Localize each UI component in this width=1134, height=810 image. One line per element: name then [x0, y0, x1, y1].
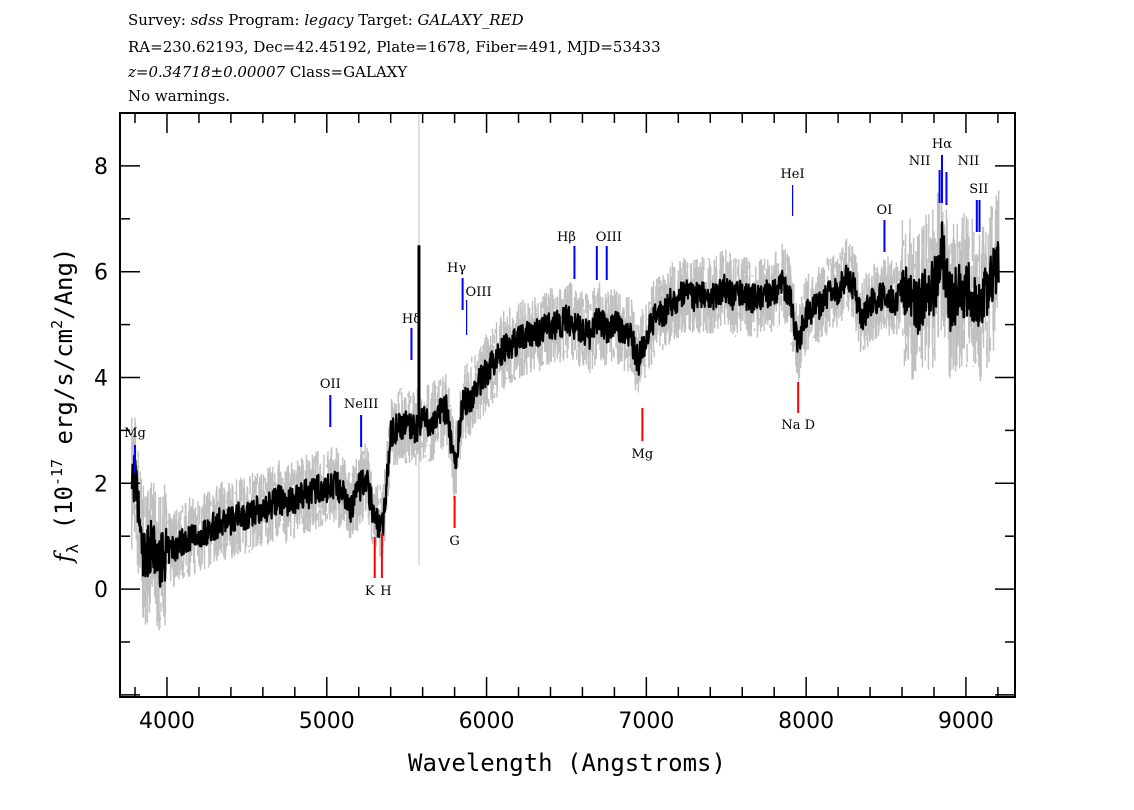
line-label: NII — [958, 154, 980, 169]
header-line-coords: RA=230.62193, Dec=42.45192, Plate=1678, … — [128, 38, 661, 56]
error-spectrum — [131, 190, 1000, 631]
line-label: NeIII — [344, 397, 378, 412]
program-value: legacy — [304, 11, 354, 29]
x-tick-label: 6000 — [459, 709, 515, 734]
line-label: Hγ — [447, 261, 466, 276]
line-label: Mg — [124, 426, 146, 441]
x-tick-label: 9000 — [938, 709, 994, 734]
line-label: Mg — [632, 447, 654, 462]
y-tick-label: 2 — [94, 472, 108, 497]
program-label: Program: — [228, 11, 300, 29]
redshift-value: z=0.34718±0.00007 — [128, 63, 286, 81]
y-tick-label: 6 — [94, 261, 108, 286]
line-label: SII — [969, 182, 988, 197]
line-label: OIII — [596, 230, 622, 245]
line-label: NII — [909, 154, 931, 169]
y-tick-label: 4 — [94, 366, 108, 391]
survey-label: Survey: — [128, 11, 186, 29]
line-label: Hβ — [557, 230, 576, 245]
line-label: Na D — [781, 418, 815, 433]
y-axis-label: fλ (10-17 erg/s/cm2/Ang) — [48, 248, 82, 565]
header-line-survey: Survey: sdss Program: legacy Target: GAL… — [128, 10, 524, 30]
line-label: H — [380, 584, 391, 599]
line-label: OIII — [466, 285, 492, 300]
x-tick-label: 7000 — [618, 709, 674, 734]
line-label: Hα — [932, 137, 952, 152]
target-value: GALAXY_RED — [417, 11, 524, 29]
line-label: OII — [320, 377, 341, 392]
class-value: Class=GALAXY — [289, 63, 408, 81]
flux-spectrum — [130, 221, 1000, 588]
line-label: G — [449, 534, 459, 549]
y-tick-label: 8 — [94, 155, 108, 180]
survey-value: sdss — [190, 11, 224, 29]
x-axis-label: Wavelength (Angstroms) — [408, 749, 726, 777]
x-tick-label: 8000 — [778, 709, 834, 734]
x-tick-label: 5000 — [299, 709, 355, 734]
line-label: K — [365, 584, 375, 599]
header-warnings: No warnings. — [128, 87, 231, 105]
x-tick-label: 4000 — [139, 709, 195, 734]
target-label: Target: — [358, 11, 413, 29]
line-label: OI — [877, 203, 893, 218]
y-tick-label: 0 — [94, 578, 108, 603]
plot-frame — [119, 112, 1016, 698]
header-line-redshift: z=0.34718±0.00007 Class=GALAXY — [128, 62, 407, 82]
line-label: HeI — [780, 167, 804, 182]
line-label: Hδ — [402, 312, 421, 327]
